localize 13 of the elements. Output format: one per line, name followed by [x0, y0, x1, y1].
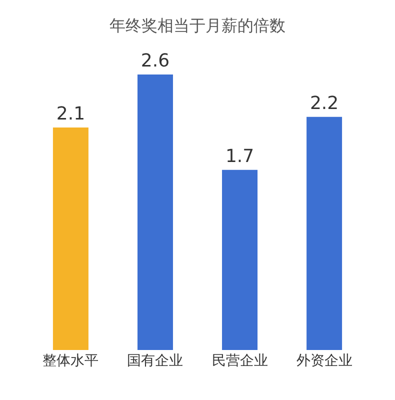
x-tick-label: 民营企业: [212, 353, 268, 369]
data-label: 2.2: [310, 92, 339, 114]
bar: [52, 127, 88, 350]
bar: [222, 170, 258, 350]
bar: [306, 116, 342, 350]
data-label: 1.7: [225, 146, 254, 167]
bar: [137, 74, 173, 350]
x-tick-label: 外资企业: [296, 353, 352, 369]
x-tick-label: 整体水平: [42, 353, 99, 369]
data-label: 2.6: [140, 50, 170, 72]
x-tick-label: 国有企业: [127, 353, 184, 369]
chart-title: 年终奖相当于月薪的倍数: [110, 16, 286, 36]
data-label: 2.1: [56, 103, 86, 124]
